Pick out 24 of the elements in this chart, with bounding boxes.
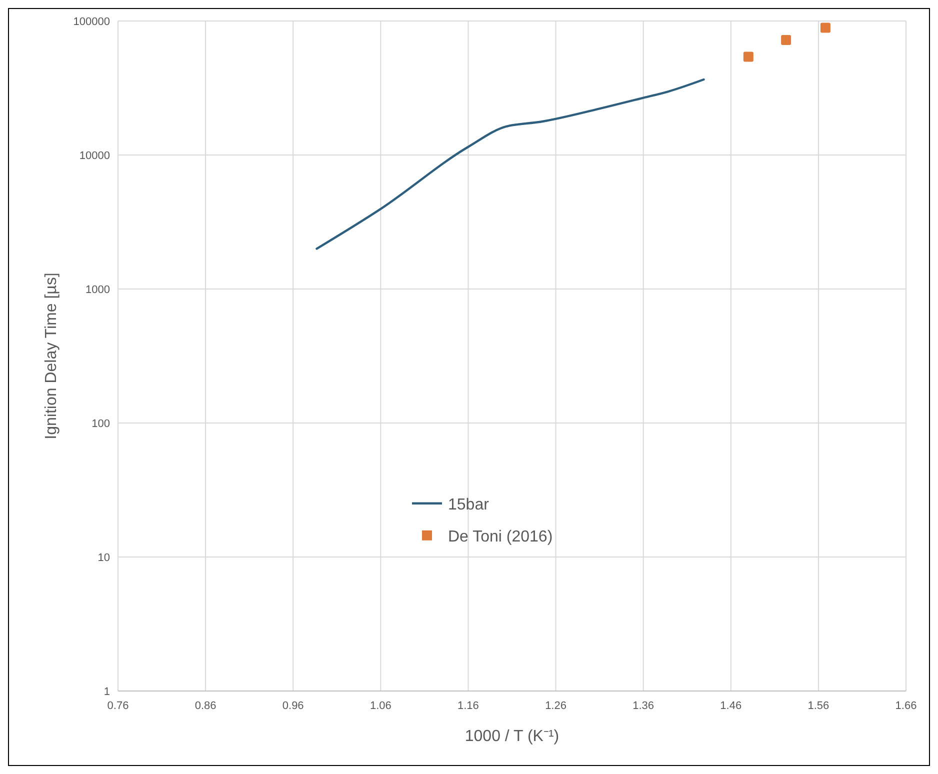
x-tick-label: 1.06 — [370, 700, 392, 712]
x-tick-label: 0.76 — [107, 700, 129, 712]
y-axis-title: Ignition Delay Time [µs] — [43, 272, 60, 440]
legend-label: 15bar — [448, 496, 490, 514]
y-tick-label: 1000 — [86, 284, 110, 296]
y-tick-label: 100000 — [73, 16, 110, 28]
x-tick-label: 1.36 — [632, 700, 654, 712]
point — [781, 34, 792, 45]
x-tick-label: 1.26 — [545, 700, 566, 712]
y-tick-label: 10 — [98, 552, 110, 564]
legend-label: De Toni (2016) — [448, 528, 553, 546]
y-tick-label: 10000 — [79, 150, 110, 162]
y-tick-label: 100 — [92, 418, 110, 430]
line-series — [316, 78, 705, 250]
x-tick-label: 1.66 — [895, 700, 917, 712]
x-tick-label: 1.16 — [458, 700, 479, 712]
x-tick-label: 0.96 — [282, 700, 304, 712]
x-axis-title: 1000 / T (K⁻¹) — [464, 728, 560, 745]
x-tick-label: 1.46 — [720, 700, 742, 712]
point — [743, 52, 754, 62]
x-tick-label: 1.56 — [808, 700, 830, 712]
y-tick-label: 1 — [104, 686, 110, 698]
x-tick-label: 0.86 — [194, 700, 216, 712]
point — [820, 22, 830, 33]
